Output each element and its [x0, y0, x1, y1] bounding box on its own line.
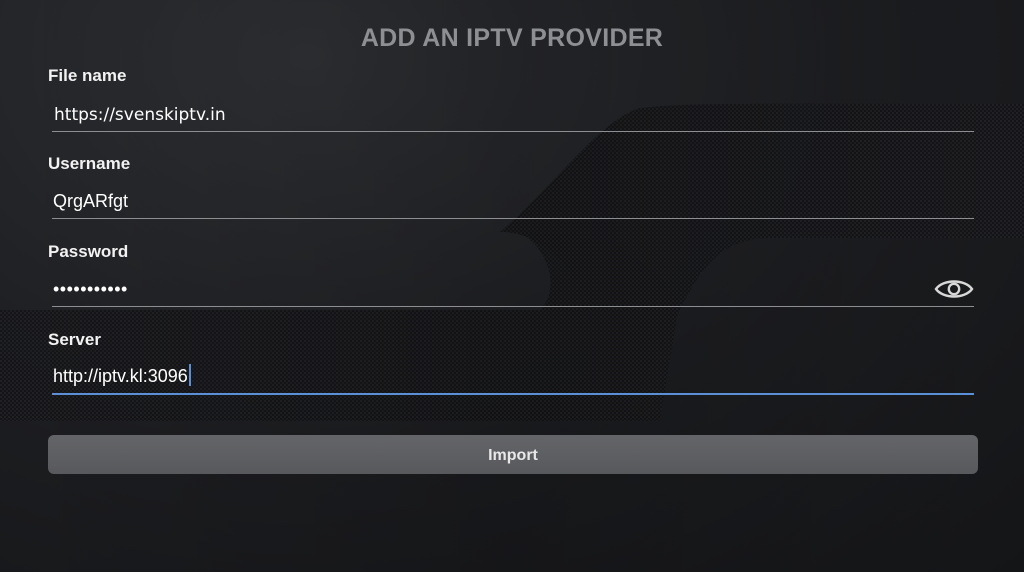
file-name-label: File name: [48, 66, 127, 85]
import-button[interactable]: Import: [48, 435, 978, 474]
username-value: QrgARfgt: [53, 191, 129, 211]
username-field[interactable]: QrgARfgt: [52, 182, 974, 219]
file-name-field[interactable]: https://svenskiptv.in: [52, 95, 974, 132]
page-title: ADD AN IPTV PROVIDER: [360, 24, 664, 52]
password-value: •••••••••••: [53, 279, 128, 299]
eye-icon[interactable]: [934, 276, 974, 302]
server-label: Server: [48, 330, 101, 349]
server-value: http://iptv.kl:3096: [53, 366, 188, 386]
server-value-wrap: http://iptv.kl:3096: [53, 364, 191, 387]
server-field[interactable]: http://iptv.kl:3096: [52, 357, 974, 395]
password-label: Password: [48, 242, 129, 261]
username-label: Username: [48, 154, 131, 173]
file-name-value: https://svenskiptv.in: [54, 105, 226, 125]
password-field[interactable]: •••••••••••: [52, 270, 974, 307]
text-caret: [188, 364, 191, 386]
